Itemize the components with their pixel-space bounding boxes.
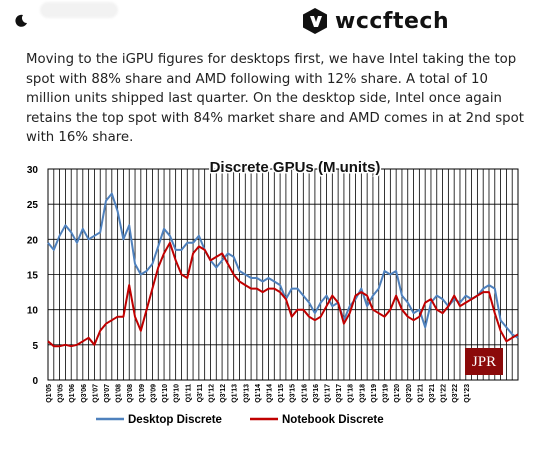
x-tick-label: Q1'23 bbox=[464, 384, 471, 403]
y-tick-label: 15 bbox=[27, 271, 39, 282]
brand-name: wccftech bbox=[335, 8, 450, 34]
series-line bbox=[47, 241, 519, 348]
x-tick-label: Q1'07 bbox=[92, 384, 99, 403]
jpr-watermark-text: JPR bbox=[472, 354, 496, 370]
y-tick-label: 0 bbox=[32, 376, 38, 387]
x-tick-label: Q1'08 bbox=[116, 384, 123, 403]
x-tick-label: Q1'11 bbox=[185, 384, 192, 403]
chart-container: 0 5 10 15 20 25 30 Discrete GPUs (M units) JPR Q1… bbox=[0, 150, 555, 450]
x-tick-label: Q1'22 bbox=[441, 384, 448, 403]
x-tick-label: Q1'14 bbox=[255, 384, 262, 403]
x-tick-label: Q1'18 bbox=[348, 384, 355, 403]
series-line bbox=[47, 192, 519, 339]
site-header: wccftech bbox=[0, 0, 555, 40]
y-tick-label: 25 bbox=[27, 200, 39, 211]
x-tick-label: Q1'16 bbox=[301, 384, 308, 403]
x-tick-label: Q1'10 bbox=[162, 384, 169, 403]
y-tick-label: 30 bbox=[27, 165, 39, 176]
x-tick-label: Q3'12 bbox=[220, 384, 227, 403]
legend-label: Notebook Discrete bbox=[282, 414, 384, 426]
y-tick-label: 20 bbox=[27, 235, 39, 246]
blurred-nav-element bbox=[40, 2, 118, 18]
x-tick-label: Q1'19 bbox=[371, 384, 378, 403]
x-tick-label: Q3'14 bbox=[266, 384, 273, 403]
x-tick-label: Q3'18 bbox=[359, 384, 366, 403]
article-paragraph: Moving to the iGPU figures for desktops … bbox=[26, 52, 524, 145]
x-tick-label: Q3'06 bbox=[81, 384, 88, 403]
x-tick-label: Q3'20 bbox=[406, 384, 413, 403]
x-tick-label: Q1'09 bbox=[139, 384, 146, 403]
x-tick-label: Q3'10 bbox=[174, 384, 181, 403]
x-tick-label: Q1'15 bbox=[278, 384, 285, 403]
x-tick-label: Q1'21 bbox=[417, 384, 424, 403]
x-tick-label: Q3'08 bbox=[127, 384, 134, 403]
x-tick-label: Q3'13 bbox=[243, 384, 250, 403]
x-tick-label: Q1'13 bbox=[232, 384, 239, 403]
x-tick-label: Q3'22 bbox=[452, 384, 459, 403]
x-tick-label: Q3'21 bbox=[429, 384, 436, 403]
moon-icon[interactable] bbox=[14, 14, 28, 28]
chart-title: Discrete GPUs (M units) bbox=[210, 159, 381, 176]
y-tick-label: 5 bbox=[32, 341, 38, 352]
plot-frame bbox=[47, 168, 519, 381]
legend-label: Desktop Discrete bbox=[128, 414, 222, 426]
x-tick-label: Q3'17 bbox=[336, 384, 343, 403]
x-tick-label: Q3'16 bbox=[313, 384, 320, 403]
jpr-watermark-box bbox=[465, 348, 503, 375]
x-tick-label: Q3'05 bbox=[58, 384, 65, 403]
wccftech-logo-icon bbox=[303, 8, 327, 34]
x-tick-label: Q1'06 bbox=[69, 384, 76, 403]
x-tick-label: Q3'15 bbox=[290, 384, 297, 403]
x-tick-label: Q1'12 bbox=[208, 384, 215, 403]
x-tick-label: Q3'11 bbox=[197, 384, 204, 403]
x-tick-label: Q1'05 bbox=[46, 384, 53, 403]
x-tick-label: Q1'20 bbox=[394, 384, 401, 403]
y-tick-label: 10 bbox=[27, 306, 39, 317]
x-tick-label: Q3'19 bbox=[383, 384, 390, 403]
x-tick-label: Q1'17 bbox=[325, 384, 332, 403]
x-tick-label: Q3'07 bbox=[104, 384, 111, 403]
x-tick-label: Q3'09 bbox=[150, 384, 157, 403]
brand[interactable]: wccftech bbox=[301, 6, 449, 36]
